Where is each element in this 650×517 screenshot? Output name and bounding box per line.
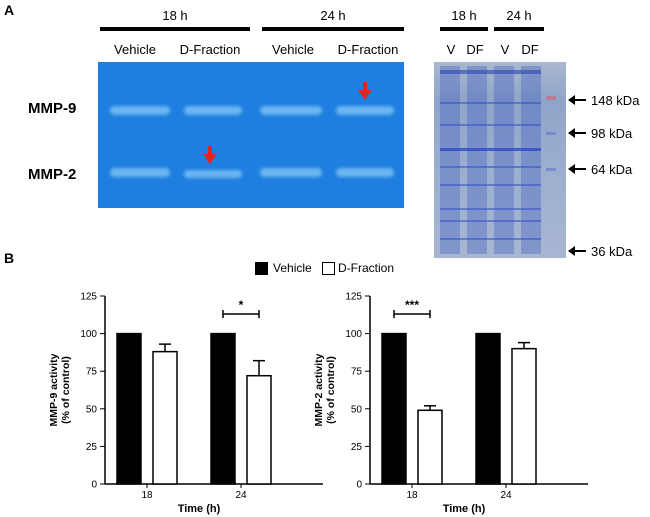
marker-arrow-icon [568, 164, 586, 174]
marker-64: 64 kDa [591, 162, 633, 177]
coomassie-band [440, 238, 541, 240]
y-tick-label: 50 [351, 404, 363, 415]
legend-swatch-dfraction [322, 262, 335, 275]
coomassie-gel [434, 62, 566, 258]
y-tick-label: 75 [351, 367, 363, 378]
coomassie-band [440, 208, 541, 210]
marker-arrow-icon [568, 246, 586, 256]
coomassie-band [440, 166, 541, 168]
coomassie-time-18: 18 h [451, 8, 477, 23]
zymogram-gel [98, 62, 404, 208]
mmp9-band [336, 106, 394, 115]
marker-98: 98 kDa [591, 126, 633, 141]
y-tick-label: 25 [86, 442, 98, 453]
y-tick-label: 0 [91, 480, 97, 491]
marker-arrows [568, 95, 586, 256]
mmp9-band [184, 106, 242, 115]
bar [152, 350, 178, 485]
lane-label: D-Fraction [179, 42, 241, 57]
x-tick-label: 18 [141, 490, 153, 501]
marker-36: 36 kDa [591, 244, 633, 259]
ladder-band [546, 168, 556, 171]
panel-b-letter: B [4, 250, 15, 266]
y-tick-label: 125 [345, 292, 362, 303]
time-18-label: 18 h [162, 8, 188, 23]
coomassie-band [440, 124, 541, 126]
coomassie-band [440, 220, 541, 222]
bar [246, 374, 272, 485]
y-tick-label: 100 [345, 329, 362, 340]
time-24-bar [262, 27, 404, 31]
y-axis-label: (% of control) [325, 356, 337, 424]
x-tick-label: 24 [500, 490, 512, 501]
coomassie-time-24: 24 h [506, 8, 532, 23]
marker-arrow-icon [568, 95, 586, 105]
ladder-band [546, 132, 556, 135]
row-label-mmp9: MMP-9 [28, 100, 77, 117]
coomassie-lane [494, 66, 514, 254]
mmp2-band [110, 168, 170, 177]
panel-a-letter: A [4, 2, 15, 18]
coomassie-band [440, 102, 541, 104]
red-arrow-icon [203, 146, 217, 164]
y-tick-label: 75 [86, 367, 98, 378]
bar [511, 347, 537, 485]
coomassie-lane [521, 66, 541, 254]
ladder-band [546, 96, 556, 100]
legend-swatch-vehicle [255, 262, 268, 275]
time-18-bar [100, 27, 250, 31]
y-tick-label: 125 [80, 292, 97, 303]
y-axis-label: MMP-2 activity [313, 353, 325, 426]
marker-148: 148 kDa [591, 93, 640, 108]
coomassie-time-24-bar [494, 27, 544, 31]
significance-label: *** [405, 298, 419, 312]
bar [381, 332, 407, 485]
x-tick-label: 18 [406, 490, 418, 501]
coomassie-band [440, 148, 541, 151]
y-tick-label: 100 [80, 329, 97, 340]
y-tick-label: 25 [351, 442, 363, 453]
bar [116, 332, 142, 485]
bar [475, 332, 501, 485]
mmp9-band [110, 106, 170, 115]
coomassie-lane [440, 66, 460, 254]
coomassie-lane-label: V [446, 42, 456, 57]
mmp9-band [260, 106, 322, 115]
mmp2-band [184, 170, 242, 178]
significance-label: * [239, 298, 244, 312]
bar [210, 332, 236, 485]
mmp2-band [336, 168, 394, 177]
y-tick-label: 0 [356, 480, 362, 491]
legend-label-dfraction: D-Fraction [338, 261, 395, 275]
coomassie-time-18-bar [440, 27, 488, 31]
marker-arrow-icon [568, 128, 586, 138]
row-label-mmp2: MMP-2 [28, 166, 77, 183]
coomassie-band [440, 184, 541, 186]
lane-label: D-Fraction [337, 42, 399, 57]
x-axis-label: Time (h) [178, 503, 221, 515]
coomassie-lane-label: DF [521, 42, 539, 57]
coomassie-lane-label: V [500, 42, 510, 57]
x-tick-label: 24 [235, 490, 247, 501]
red-arrow-icon [358, 82, 372, 100]
y-axis-label: (% of control) [60, 356, 72, 424]
coomassie-lane [467, 66, 487, 254]
bar [417, 409, 443, 485]
x-axis-label: Time (h) [443, 503, 486, 515]
lane-label: Vehicle [272, 42, 314, 57]
coomassie-band [440, 70, 541, 74]
lane-label: Vehicle [114, 42, 156, 57]
y-axis-label: MMP-9 activity [48, 353, 60, 426]
mmp2-band [260, 168, 322, 177]
time-24-label: 24 h [320, 8, 346, 23]
legend-label-vehicle: Vehicle [273, 261, 312, 275]
coomassie-lane-label: DF [466, 42, 484, 57]
y-tick-label: 50 [86, 404, 98, 415]
